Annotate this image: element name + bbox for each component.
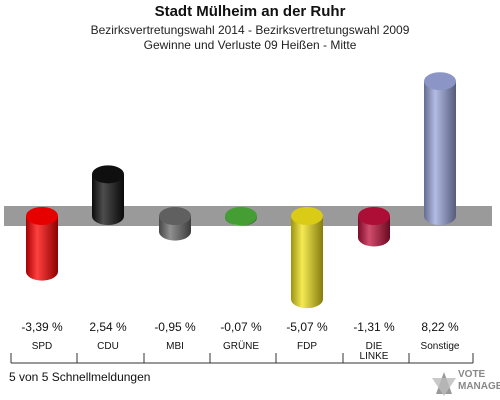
labels-group: -3,39 % SPD 2,54 % CDU -0,95 % MBI -0,07 % GRÜN…	[10, 320, 474, 364]
brand-line-vote: VOTE	[458, 369, 486, 380]
bar-cap-mbi	[159, 207, 191, 225]
bar-cap-cdu	[92, 165, 124, 184]
bar-fdp	[291, 207, 323, 309]
value-label-mbi: -0,95 %	[154, 320, 196, 334]
category-label-gr-ne: GRÜNE	[223, 340, 259, 352]
value-label-gr-ne: -0,07 %	[220, 320, 262, 334]
category-label-fdp: FDP	[297, 341, 317, 352]
chart-title: Stadt Mülheim an der Ruhr	[154, 3, 346, 20]
status-text: 5 von 5 Schnellmeldungen	[9, 370, 151, 384]
bar-spd	[26, 207, 58, 281]
category-label-die-linke: DIE LINKE	[360, 341, 389, 362]
bar-gr-ne	[225, 207, 257, 227]
bar-die-linke	[358, 207, 390, 247]
value-label-fdp: -5,07 %	[286, 320, 328, 334]
category-label-spd: SPD	[32, 341, 53, 352]
value-label-spd: -3,39 %	[21, 320, 63, 334]
bar-body-sonstige	[424, 81, 456, 225]
category-label-cdu: CDU	[97, 341, 119, 352]
bar-cap-gr-ne	[225, 207, 257, 225]
bar-mbi	[159, 207, 191, 241]
chart-subtitle-district: Gewinne und Verluste 09 Heißen - Mitte	[143, 38, 357, 52]
vote-manager-logo	[432, 372, 456, 396]
value-label-sonstige: 8,22 %	[421, 320, 459, 334]
bar-cap-die-linke	[358, 207, 390, 225]
bar-cdu	[92, 165, 124, 225]
bar-cap-fdp	[291, 207, 323, 225]
bar-body-fdp	[291, 216, 323, 309]
category-label-sonstige: Sonstige	[421, 341, 460, 352]
bar-cap-spd	[26, 207, 58, 225]
bars-group	[26, 72, 456, 309]
bar-body-cdu	[92, 174, 124, 225]
value-label-cdu: 2,54 %	[89, 320, 127, 334]
category-label-mbi: MBI	[166, 341, 184, 352]
bar-body-spd	[26, 216, 58, 281]
bar-cap-sonstige	[424, 72, 456, 91]
brand-line-manager: MANAGER	[458, 381, 500, 392]
value-label-die-linke: -1,31 %	[353, 320, 395, 334]
chart-subtitle-comparison: Bezirksvertretungswahl 2014 - Bezirksver…	[90, 23, 410, 37]
bar-sonstige	[424, 72, 456, 225]
